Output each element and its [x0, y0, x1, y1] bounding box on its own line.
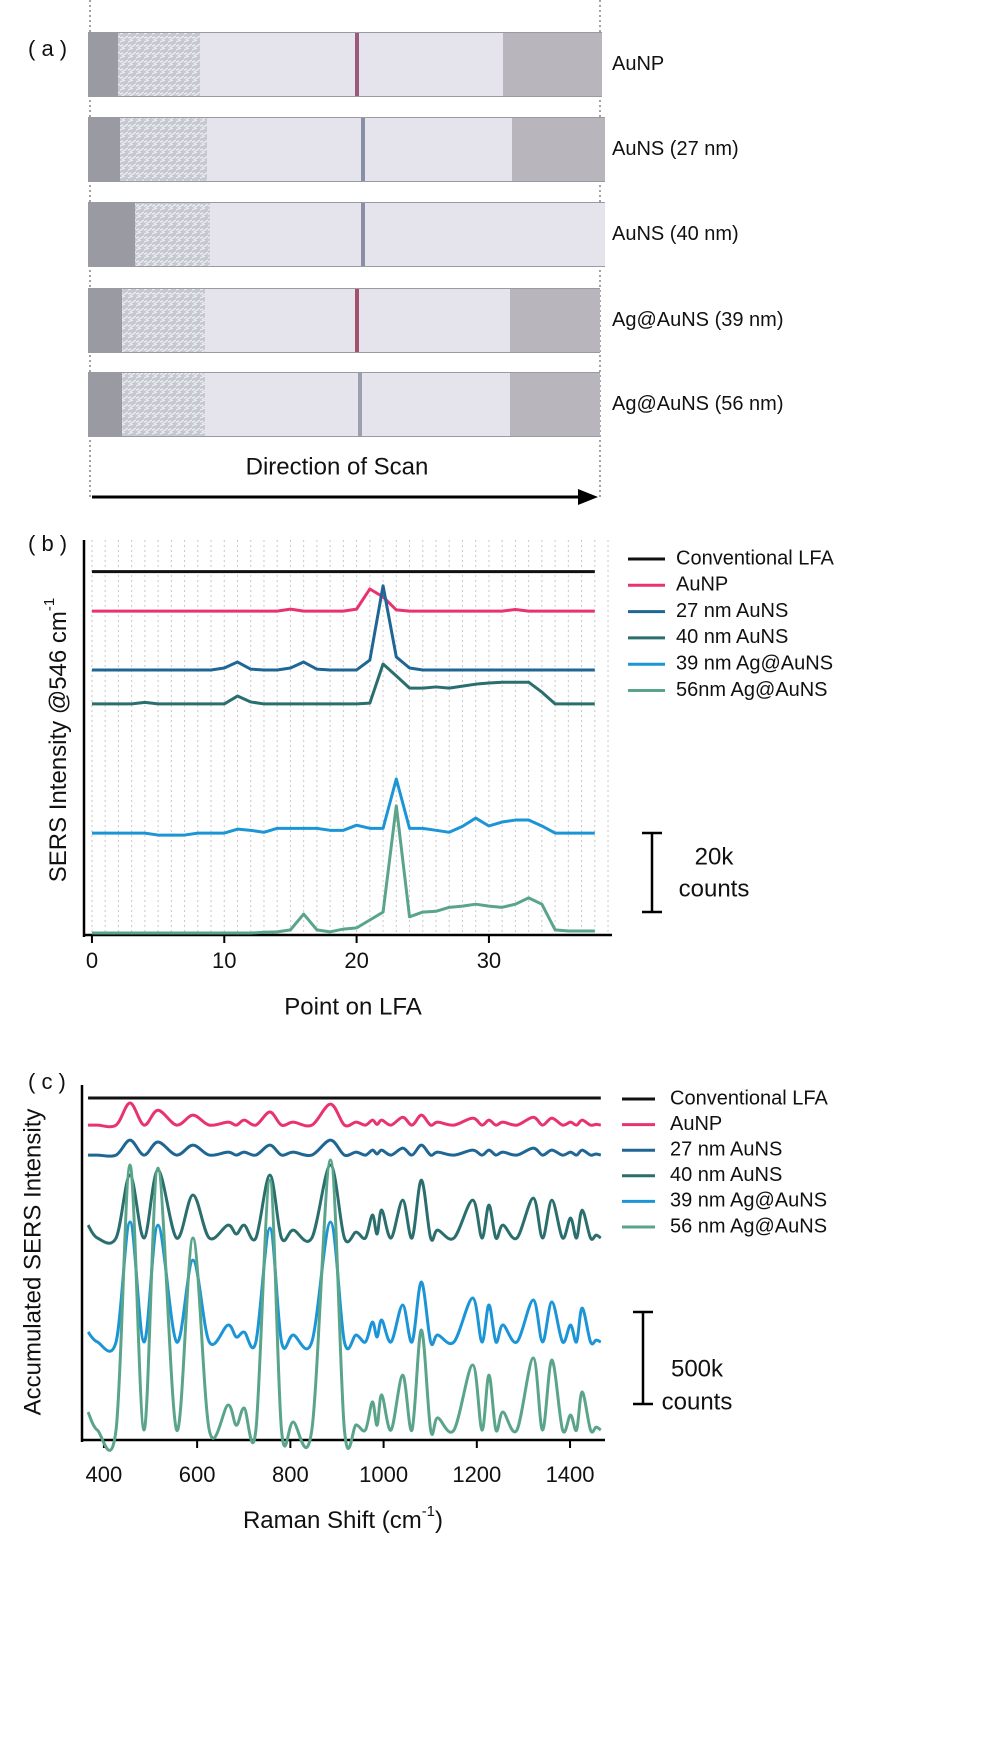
y-label-text: SERS Intensity @546 cm	[45, 611, 72, 882]
x-tick-label: 1200	[452, 1462, 501, 1487]
legend-label: 27 nm AuNS	[670, 1138, 782, 1160]
legend-label: Conventional LFA	[670, 1087, 829, 1109]
test-line	[361, 118, 365, 181]
sample-pad	[122, 289, 205, 352]
strip-label: AuNS (40 nm)	[612, 223, 739, 245]
y-axis-label: SERS Intensity @546 cm-1	[41, 598, 72, 882]
series-line	[86, 1163, 602, 1245]
sample-pad	[118, 33, 200, 96]
series-line	[88, 1138, 602, 1158]
strip-label: AuNP	[612, 53, 664, 75]
x-label-sup: -1	[422, 1503, 435, 1520]
legend-label: 27 nm AuNS	[676, 600, 788, 622]
test-line	[358, 373, 362, 436]
scale-label: 20k	[695, 843, 735, 870]
legend-label: AuNP	[676, 574, 728, 596]
y-label-sup: -1	[41, 598, 58, 611]
absorbent-pad	[512, 118, 605, 181]
strip-label: AuNS (27 nm)	[612, 138, 739, 160]
x-axis-label: Raman Shift (cm-1)	[243, 1503, 443, 1534]
legend-label: AuNP	[670, 1113, 722, 1135]
series-line	[86, 1220, 602, 1353]
y-axis-label: Accumulated SERS Intensity	[19, 1109, 46, 1416]
test-line	[355, 289, 359, 352]
legend-label: 39 nm Ag@AuNS	[670, 1190, 827, 1212]
series-line	[91, 662, 595, 706]
arrow-label: Direction of Scan	[246, 453, 429, 480]
membrane	[205, 373, 510, 436]
x-label-text: Raman Shift (cm	[243, 1507, 422, 1534]
membrane	[210, 203, 605, 266]
absorbent-pad	[510, 373, 600, 436]
membrane	[200, 33, 503, 96]
x-tick-label: 600	[179, 1462, 216, 1487]
x-tick-label: 1400	[546, 1462, 595, 1487]
series-line	[91, 804, 595, 935]
x-tick-label: 400	[86, 1462, 123, 1487]
panel-label: ( c )	[28, 1069, 66, 1094]
x-tick-label: 800	[272, 1462, 309, 1487]
series-line	[88, 1101, 602, 1129]
strip-label: Ag@AuNS (56 nm)	[612, 393, 783, 415]
test-line	[361, 203, 365, 266]
scale-label: 500k	[671, 1355, 724, 1382]
series-line	[91, 777, 595, 837]
panel-label: ( a )	[28, 36, 67, 61]
x-tick-label: 30	[477, 948, 501, 973]
series-line	[86, 1158, 602, 1452]
membrane	[207, 118, 512, 181]
legend-label: 39 nm Ag@AuNS	[676, 652, 833, 674]
x-tick-label: 1000	[359, 1462, 408, 1487]
x-tick-label: 20	[344, 948, 368, 973]
legend-label: 56 nm Ag@AuNS	[670, 1215, 827, 1237]
absorbent-pad	[510, 289, 600, 352]
strip-label: Ag@AuNS (39 nm)	[612, 309, 783, 331]
scale-unit: counts	[662, 1388, 733, 1415]
series-line	[91, 587, 595, 613]
legend-label: Conventional LFA	[676, 547, 835, 569]
scale-unit: counts	[679, 875, 750, 902]
x-tick-label: 10	[212, 948, 236, 973]
x-label-end: )	[435, 1507, 443, 1534]
test-line	[355, 33, 359, 96]
absorbent-pad	[503, 33, 602, 96]
sample-pad	[122, 373, 205, 436]
arrow-head	[578, 489, 598, 505]
series-line	[91, 584, 595, 672]
x-axis-label: Point on LFA	[284, 993, 421, 1020]
legend-label: 56nm Ag@AuNS	[676, 679, 828, 701]
panel-label: ( b )	[28, 531, 67, 556]
legend-label: 40 nm AuNS	[670, 1164, 782, 1186]
legend-label: 40 nm AuNS	[676, 626, 788, 648]
sample-pad	[120, 118, 207, 181]
x-tick-label: 0	[86, 948, 98, 973]
sample-pad	[135, 203, 210, 266]
strips	[88, 32, 605, 437]
